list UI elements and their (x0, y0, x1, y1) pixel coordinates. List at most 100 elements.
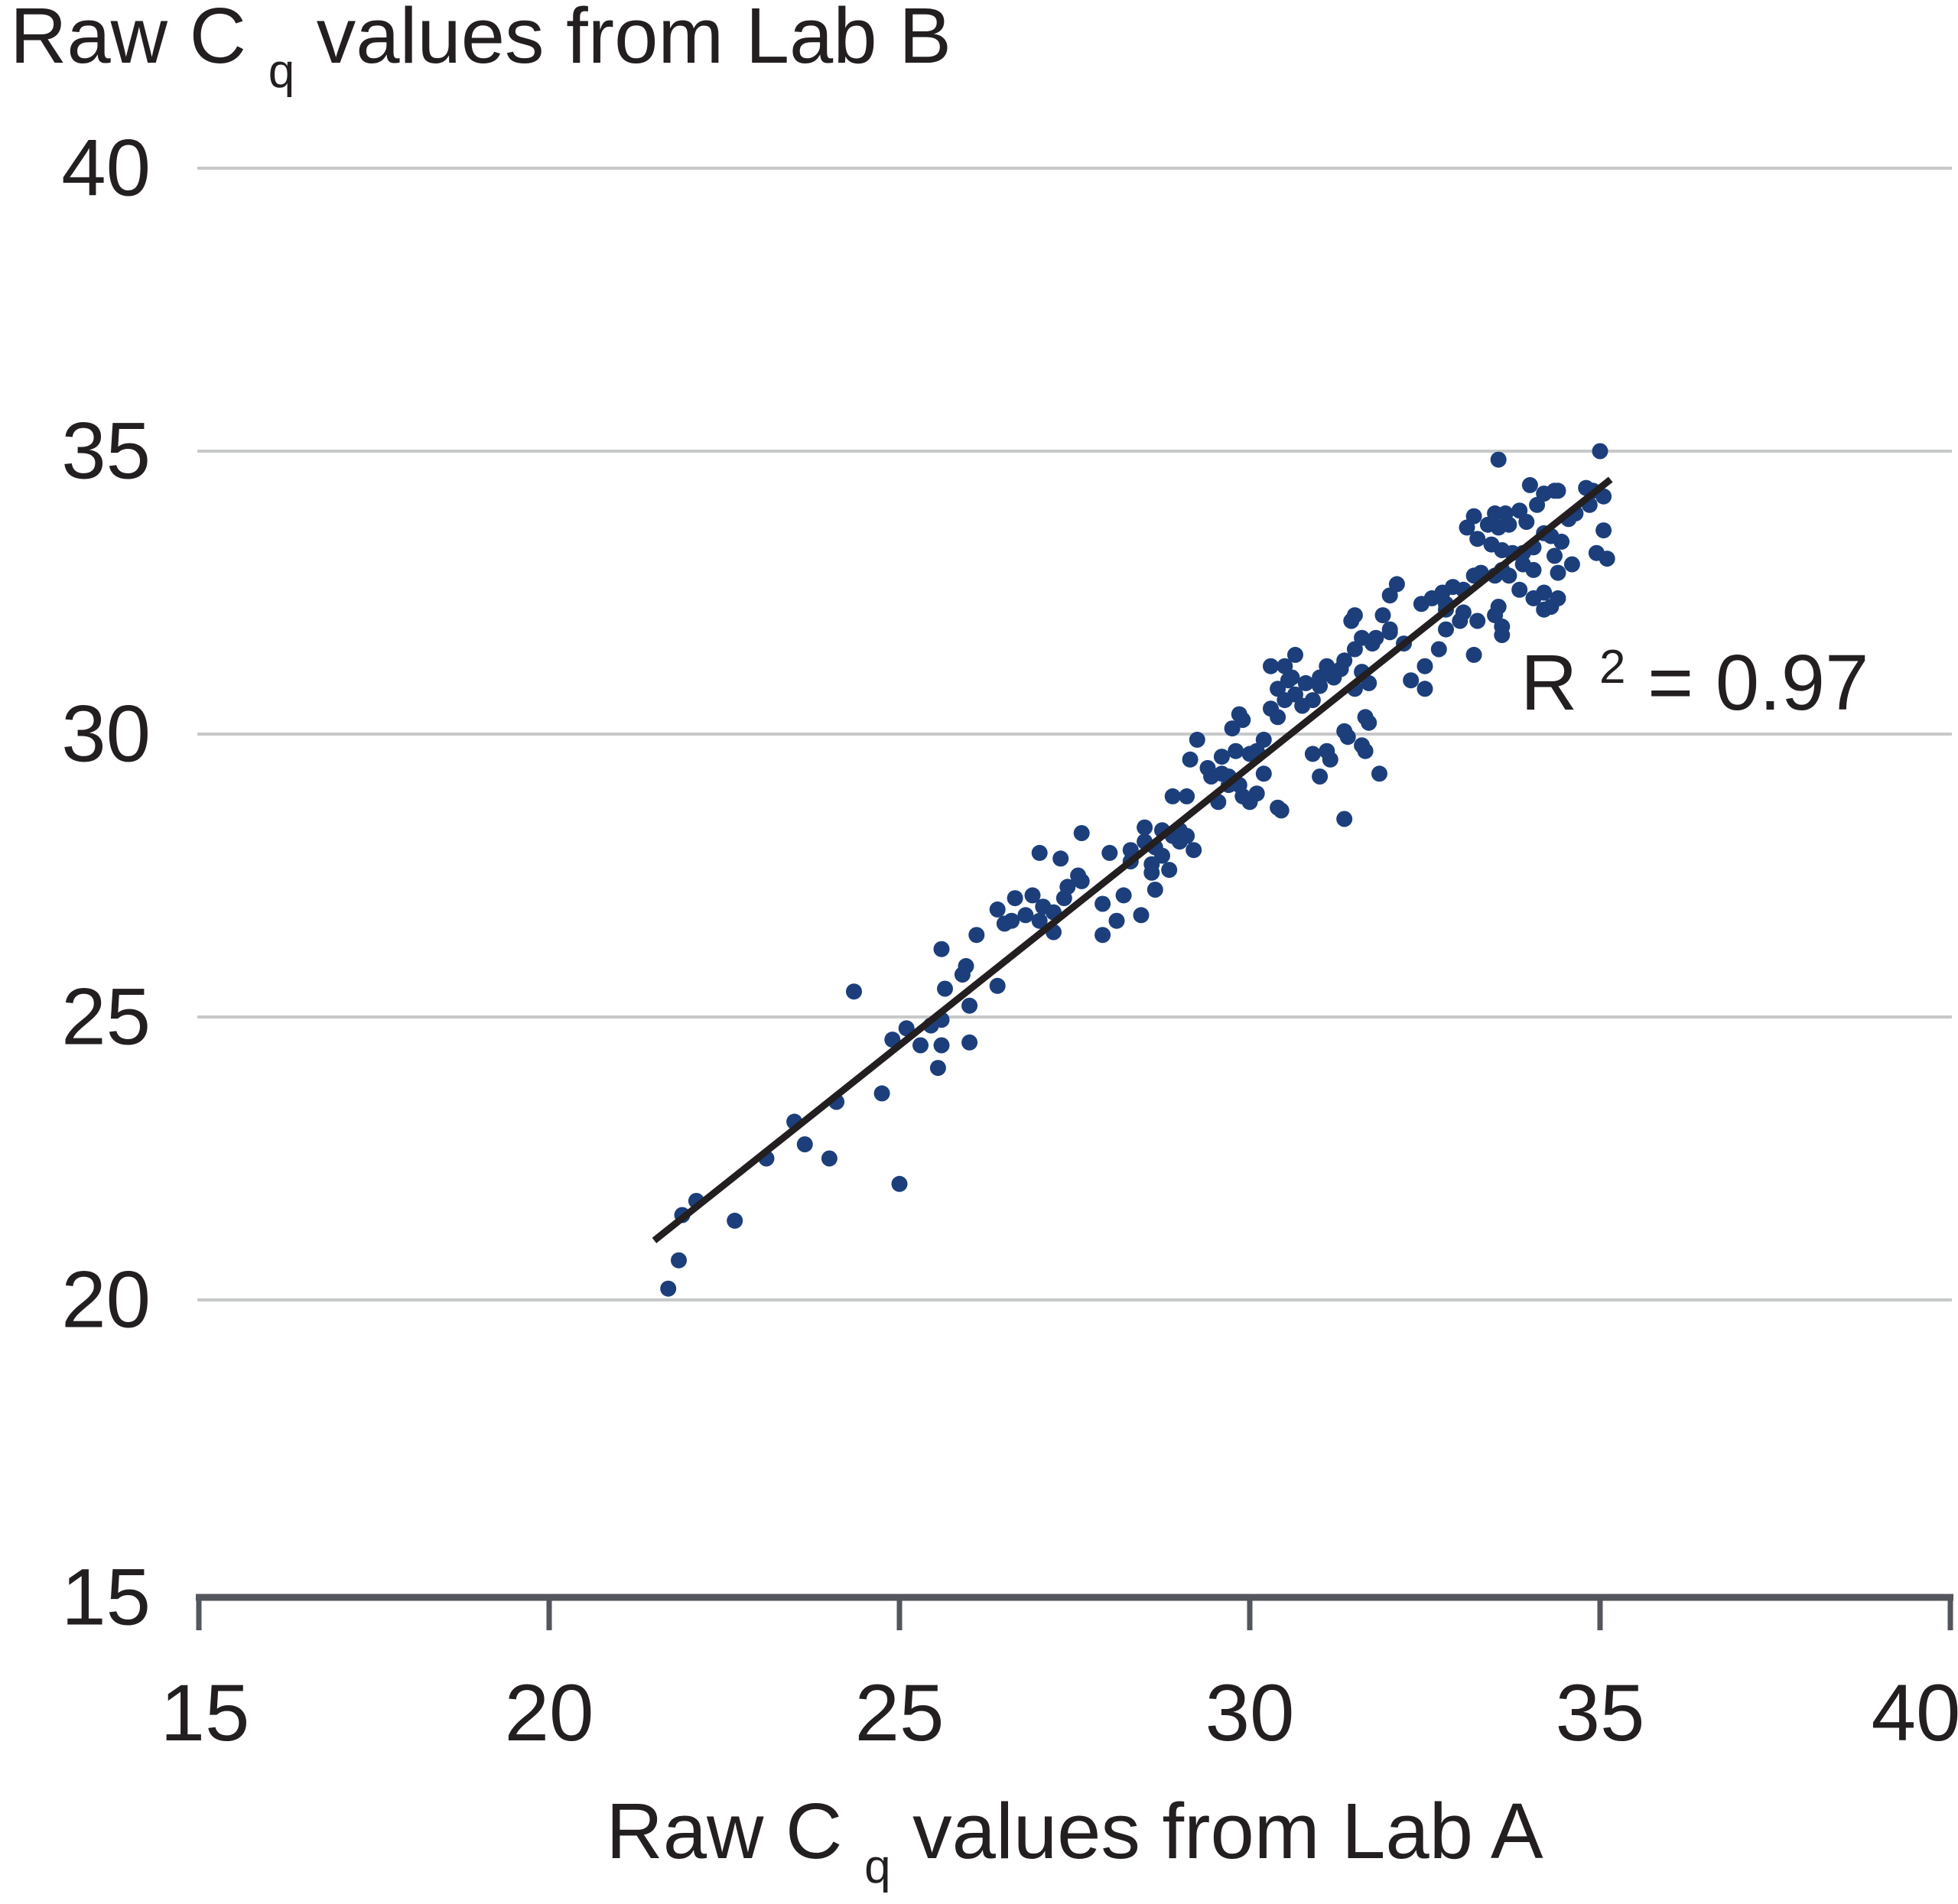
scatter-point (1536, 584, 1553, 601)
scatter-point (968, 927, 985, 944)
scatter-point (1357, 709, 1374, 726)
scatter-point (1094, 895, 1111, 912)
scatter-point (1143, 864, 1160, 881)
scatter-point (1521, 476, 1538, 493)
scatter-point (1304, 746, 1321, 762)
scatter-point (1511, 581, 1528, 598)
scatter-point (1203, 768, 1220, 785)
scatter-point (933, 1037, 950, 1054)
x-axis-title-prefix: Raw C (606, 1787, 842, 1875)
scatter-point (821, 1150, 838, 1167)
scatter-point (1319, 742, 1335, 759)
scatter-point (1536, 486, 1553, 502)
scatter-point (1550, 590, 1566, 606)
scatter-point (1255, 765, 1272, 782)
y-axis-tick-labels: 40 35 30 25 20 15 (61, 124, 151, 1642)
scatter-point (1312, 677, 1329, 694)
scatter-point (1297, 674, 1314, 691)
scatter-point (1270, 799, 1286, 816)
scatter-point (1108, 912, 1125, 929)
scatter-point (1003, 912, 1020, 929)
regression-line (652, 476, 1613, 1243)
y-tick-label-40: 40 (61, 124, 151, 213)
scatter-point (1179, 788, 1195, 804)
scatter-point (1346, 607, 1363, 624)
scatter-point (1403, 672, 1420, 689)
scatter-point (1374, 607, 1391, 624)
r-squared-annotation: R 2 = 0.97 (1521, 612, 1869, 726)
scatter-point (1547, 547, 1563, 564)
y-tick-label-25: 25 (61, 973, 151, 1062)
scatter-point (1592, 443, 1608, 460)
scatter-point (1501, 516, 1517, 533)
scatter-point (1388, 576, 1405, 593)
scatter-point (1224, 720, 1241, 737)
chart-title-suffix: values from Lab B (317, 0, 951, 80)
scatter-point (1595, 522, 1612, 539)
scatter-point (1336, 652, 1353, 669)
y-tick-label-20: 20 (61, 1256, 151, 1345)
gridlines (197, 167, 1952, 1301)
scatter-point (1599, 551, 1615, 567)
x-tick-label-15: 15 (161, 1668, 250, 1758)
scatter-point (1368, 629, 1384, 646)
scatter-point (846, 983, 862, 1000)
r-squared-value: = 0.97 (1647, 638, 1869, 726)
scatter-point (1430, 641, 1447, 658)
scatter-point (937, 980, 953, 997)
scatter-point (1182, 751, 1199, 768)
scatter-point (660, 1280, 677, 1297)
scatter-point (1371, 765, 1387, 782)
scatter-point (1381, 621, 1398, 638)
scatter-point (1304, 692, 1321, 709)
scatter-point (1189, 731, 1205, 748)
scatter-point (1070, 867, 1087, 884)
chart-title-prefix: Raw C (10, 0, 246, 80)
scatter-point (1490, 599, 1507, 615)
scatter-point (1413, 596, 1429, 612)
scatter-point (1438, 621, 1454, 638)
scatter-point (1147, 882, 1163, 898)
scatter-point (1231, 706, 1247, 723)
x-axis (196, 1594, 1953, 1630)
scatter-point (961, 1034, 978, 1051)
scatter-point (1354, 737, 1371, 754)
scatter-point (1525, 561, 1542, 578)
scatter-point (1186, 842, 1202, 859)
x-tick-label-25: 25 (855, 1668, 945, 1758)
scatter-point (1007, 890, 1023, 907)
scatter-point (1248, 785, 1265, 802)
x-tick-label-30: 30 (1205, 1668, 1295, 1758)
y-tick-label-35: 35 (61, 407, 151, 496)
scatter-point (1137, 819, 1153, 836)
scatter-point (1518, 514, 1535, 530)
scatter-point (1280, 672, 1296, 689)
scatter-point (1164, 788, 1181, 804)
scatter-point (1336, 723, 1353, 739)
scatter-point (1059, 879, 1076, 895)
scatter-point (1550, 564, 1566, 581)
scatter-point (727, 1212, 743, 1229)
scatter-point (1465, 567, 1482, 584)
scatter-point (1336, 811, 1353, 827)
scatter-points (660, 443, 1615, 1297)
scatter-point (1179, 827, 1195, 844)
scatter-point (1563, 556, 1580, 573)
scatter-point (1031, 912, 1048, 929)
scatter-point (989, 901, 1006, 918)
scatter-point (958, 957, 974, 974)
y-tick-label-15: 15 (61, 1553, 151, 1642)
x-axis-title-suffix: values from Lab A (912, 1787, 1543, 1875)
scatter-point (933, 941, 950, 957)
scatter-point (1052, 850, 1069, 867)
scatter-point (989, 977, 1006, 994)
scatter-point (796, 1136, 813, 1152)
x-tick-label-35: 35 (1556, 1668, 1645, 1758)
scatter-point (891, 1175, 908, 1192)
scatter-point (1017, 907, 1034, 924)
scatter-point (1465, 646, 1482, 663)
x-axis-title: Raw C q values from Lab A (606, 1787, 1543, 1899)
r-squared-superscript: 2 (1599, 641, 1625, 694)
scatter-point (1073, 825, 1090, 841)
